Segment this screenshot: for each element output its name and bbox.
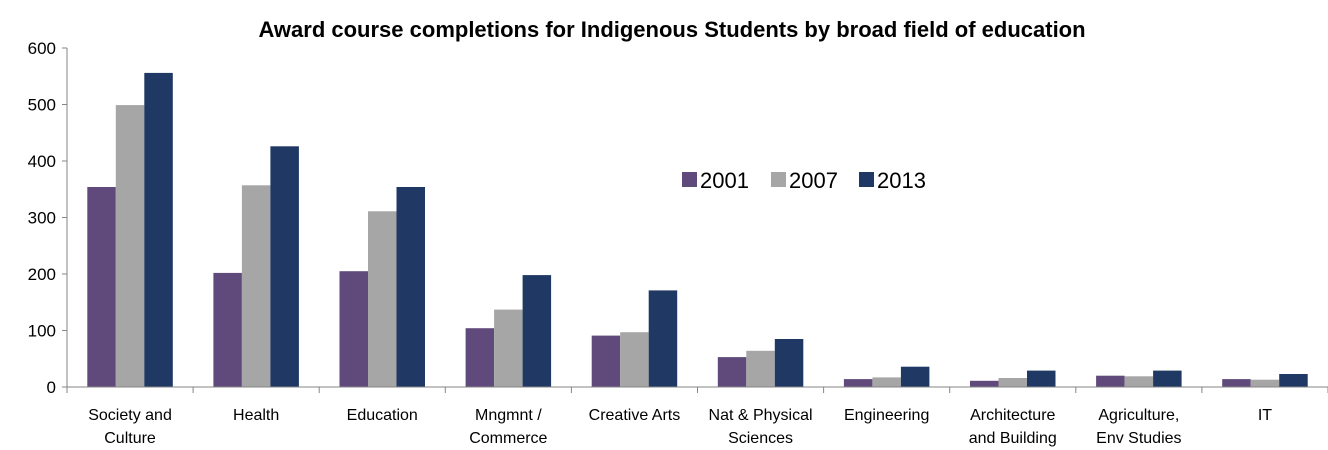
bar-2001	[1096, 375, 1125, 387]
bar-2007	[620, 332, 649, 387]
x-category-label: Creative Arts	[589, 407, 681, 424]
bar-2007	[494, 309, 523, 387]
x-axis: Society and Culture Health Education Mngmnt …	[66, 386, 1328, 447]
bar-2007	[368, 211, 397, 387]
bar-2001	[87, 187, 116, 387]
bar-2013	[1027, 370, 1056, 387]
legend-label: 2013	[877, 168, 926, 193]
legend-swatch	[771, 172, 786, 187]
bar-2013	[522, 275, 552, 387]
x-category-label: Health	[233, 407, 279, 424]
y-tick-label: 500	[28, 96, 56, 115]
legend-label: 2007	[789, 168, 838, 193]
bar-2001	[339, 271, 368, 387]
x-category-label: Env Studies	[1096, 430, 1181, 447]
y-axis: 0 100 200 300 400 500 600	[28, 39, 68, 397]
bar-2001	[465, 328, 495, 387]
y-tick-label: 300	[28, 209, 56, 228]
x-category-label: Society and	[88, 407, 172, 424]
bar-2007	[998, 378, 1027, 387]
bars	[87, 72, 1308, 388]
x-category-label: Agriculture,	[1098, 407, 1179, 424]
x-category-label: Sciences	[728, 430, 793, 447]
x-category-label: Engineering	[844, 407, 929, 424]
x-category-label: Commerce	[469, 430, 547, 447]
chart-title: Award course completions for Indigenous …	[258, 17, 1085, 42]
bar-2007	[241, 185, 271, 387]
bar-2013	[1153, 370, 1182, 387]
bar-2001	[717, 357, 747, 387]
y-tick-label: 600	[28, 39, 56, 58]
x-category-label: IT	[1258, 407, 1272, 424]
x-category-label: Architecture	[970, 407, 1055, 424]
x-category-label: Mngmnt /	[475, 407, 542, 424]
bar-2013	[270, 146, 299, 387]
bar-2001	[1222, 379, 1251, 387]
x-category-label: Nat & Physical	[709, 407, 813, 424]
y-tick-label: 400	[28, 152, 56, 171]
bar-2007	[1250, 379, 1280, 387]
bar-2013	[648, 290, 678, 387]
y-tick-label: 200	[28, 265, 56, 284]
bar-2001	[591, 335, 621, 387]
bar-2001	[213, 272, 242, 387]
x-category-label: Education	[347, 407, 418, 424]
bar-2013	[1279, 374, 1308, 387]
y-tick-label: 0	[47, 378, 56, 397]
bar-2013	[396, 187, 425, 387]
x-category-label: Culture	[104, 430, 156, 447]
legend-swatch	[682, 172, 697, 187]
bar-2013	[900, 366, 930, 387]
y-tick-label: 100	[28, 322, 56, 341]
bar-2007	[115, 105, 145, 387]
bar-2001	[843, 379, 873, 387]
bar-2007	[746, 350, 775, 387]
legend-swatch	[859, 172, 874, 187]
legend-label: 2001	[700, 168, 749, 193]
bar-2007	[872, 377, 901, 387]
bar-2013	[774, 339, 804, 387]
bar-2007	[1124, 376, 1154, 387]
bar-2001	[970, 380, 999, 387]
legend: 2001 2007 2013	[682, 168, 926, 193]
x-category-label: and Building	[969, 430, 1057, 447]
bar-2013	[144, 72, 173, 388]
